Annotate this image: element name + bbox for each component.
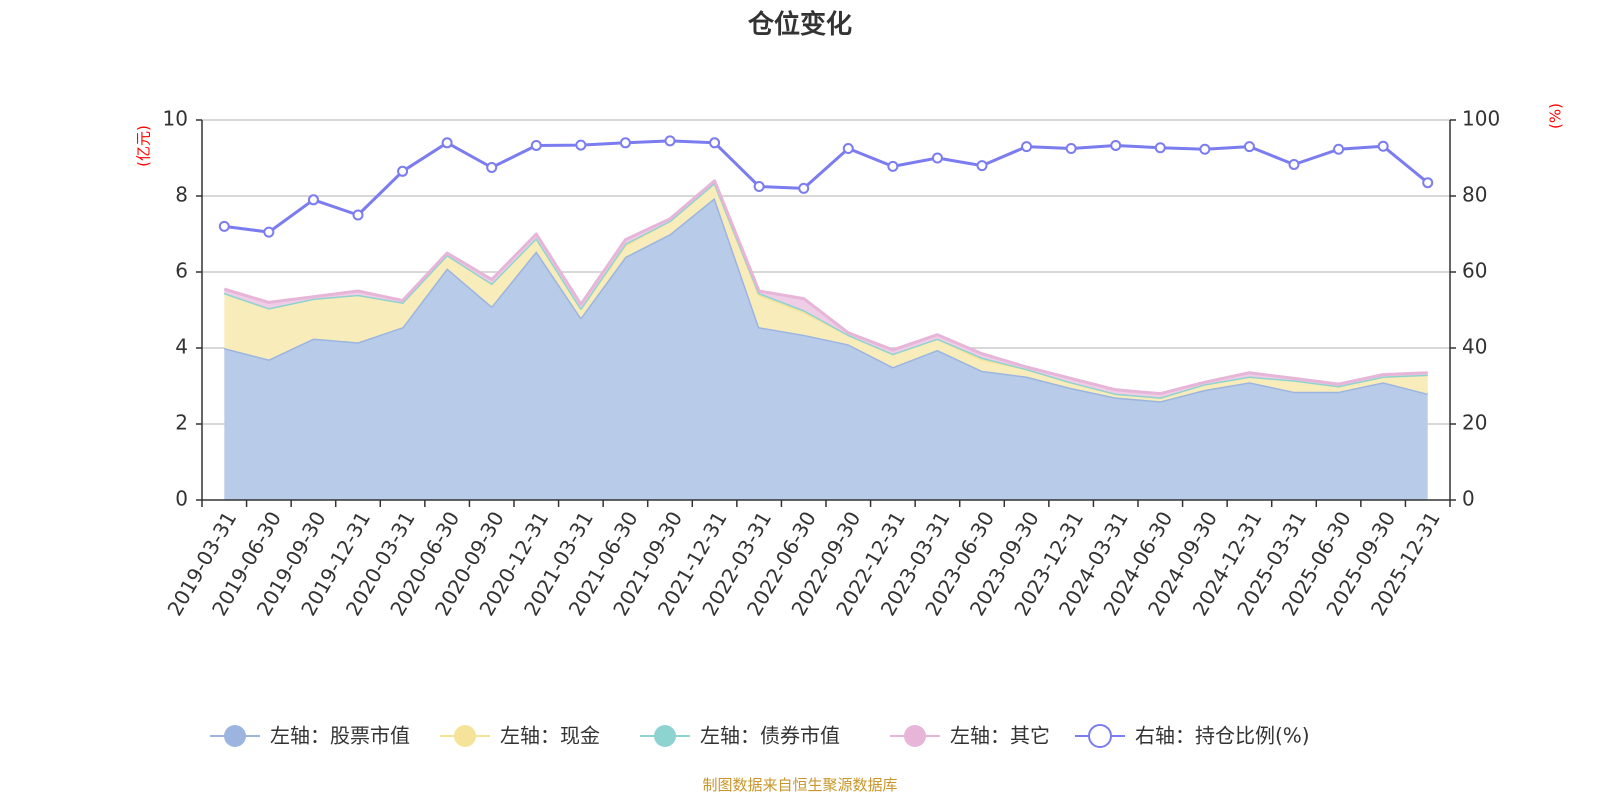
legend-item-1[interactable]: 左轴：现金 [440, 724, 600, 748]
ratio-point [1288, 158, 1300, 170]
legend-marker [224, 725, 246, 747]
right-tick-label: 80 [1462, 183, 1487, 207]
ratio-point [1377, 140, 1389, 152]
ratio-point [441, 137, 453, 149]
left-tick-label: 0 [175, 487, 188, 511]
ratio-point [931, 152, 943, 164]
area-series-0 [224, 197, 1428, 500]
legend-item-2[interactable]: 左轴：债券市值 [640, 724, 840, 748]
ratio-point [619, 137, 631, 149]
ratio-line [218, 135, 1434, 238]
right-tick-label: 100 [1462, 107, 1500, 131]
ratio-point [1199, 143, 1211, 155]
ratio-point [887, 160, 899, 172]
ratio-point [397, 165, 409, 177]
right-tick-label: 60 [1462, 259, 1487, 283]
area-series-line-3 [223, 179, 1428, 396]
ratio-point [1021, 141, 1033, 153]
legend-item-0[interactable]: 左轴：股票市值 [210, 724, 410, 748]
chart-title: 仓位变化 [747, 9, 852, 40]
ratio-point [352, 209, 364, 221]
ratio-point [1110, 139, 1122, 151]
legend-label: 右轴：持仓比例(%) [1135, 724, 1310, 748]
left-tick-label: 6 [175, 259, 188, 283]
legend-label: 左轴：股票市值 [270, 724, 410, 748]
left-tick-label: 4 [175, 335, 188, 359]
left-tick-label: 10 [163, 107, 188, 131]
legend[interactable]: 左轴：股票市值 左轴：现金 左轴：债券市值 左轴：其它 右轴：持仓比例(%) [210, 724, 1310, 748]
legend-label: 左轴：债券市值 [700, 724, 840, 748]
legend-marker [1088, 724, 1112, 748]
ratio-point [842, 143, 854, 154]
stacked-areas [223, 179, 1429, 500]
legend-marker [654, 725, 676, 747]
ratio-point [530, 139, 542, 151]
ratio-point [664, 135, 676, 147]
left-tick-label: 8 [175, 183, 188, 207]
legend-marker [454, 725, 476, 747]
ratio-point [709, 137, 721, 149]
legend-label: 左轴：其它 [950, 724, 1050, 748]
source-note: 制图数据来自恒生聚源数据库 [702, 776, 897, 794]
right-tick-label: 40 [1462, 335, 1487, 359]
ratio-point [575, 139, 587, 151]
legend-item-4[interactable]: 右轴：持仓比例(%) [1075, 724, 1310, 748]
ratio-point [218, 220, 230, 232]
ratio-point [1243, 141, 1255, 153]
right-tick-label: 0 [1462, 487, 1475, 511]
legend-marker [904, 725, 926, 747]
ratio-point [263, 226, 275, 238]
legend-item-3[interactable]: 左轴：其它 [890, 724, 1050, 748]
ratio-point [1333, 143, 1345, 155]
left-axis-unit: (亿元) [135, 125, 153, 167]
ratio-point [1154, 142, 1166, 154]
right-tick-label: 20 [1462, 411, 1487, 435]
ratio-point [486, 162, 498, 173]
legend-label: 左轴：现金 [500, 724, 600, 748]
ratio-point [307, 194, 319, 206]
ratio-point [1065, 143, 1077, 154]
ratio-point [1422, 177, 1434, 189]
ratio-line-path [224, 139, 1429, 234]
right-axis-unit: (%) [1547, 103, 1565, 129]
left-tick-label: 2 [175, 411, 188, 435]
ratio-point [753, 181, 765, 192]
ratio-point [976, 160, 988, 172]
ratio-point [798, 182, 810, 194]
